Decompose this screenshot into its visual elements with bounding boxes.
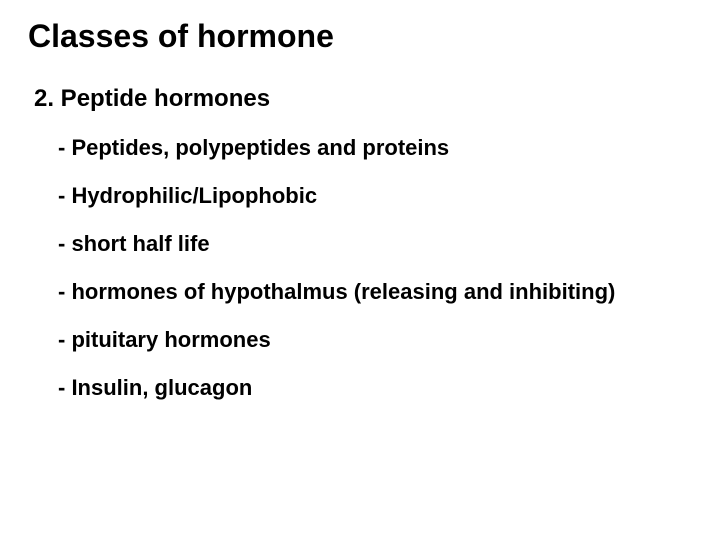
bullet-item: - Peptides, polypeptides and proteins — [58, 135, 692, 161]
bullet-item: - pituitary hormones — [58, 327, 692, 353]
bullet-item: - Hydrophilic/Lipophobic — [58, 183, 692, 209]
slide-container: Classes of hormone 2. Peptide hormones -… — [0, 0, 720, 441]
slide-subtitle: 2. Peptide hormones — [34, 85, 692, 113]
bullet-item: - short half life — [58, 231, 692, 257]
slide-title: Classes of hormone — [28, 18, 692, 55]
bullet-item: - Insulin, glucagon — [58, 375, 692, 401]
bullet-item: - hormones of hypothalmus (releasing and… — [58, 279, 692, 305]
